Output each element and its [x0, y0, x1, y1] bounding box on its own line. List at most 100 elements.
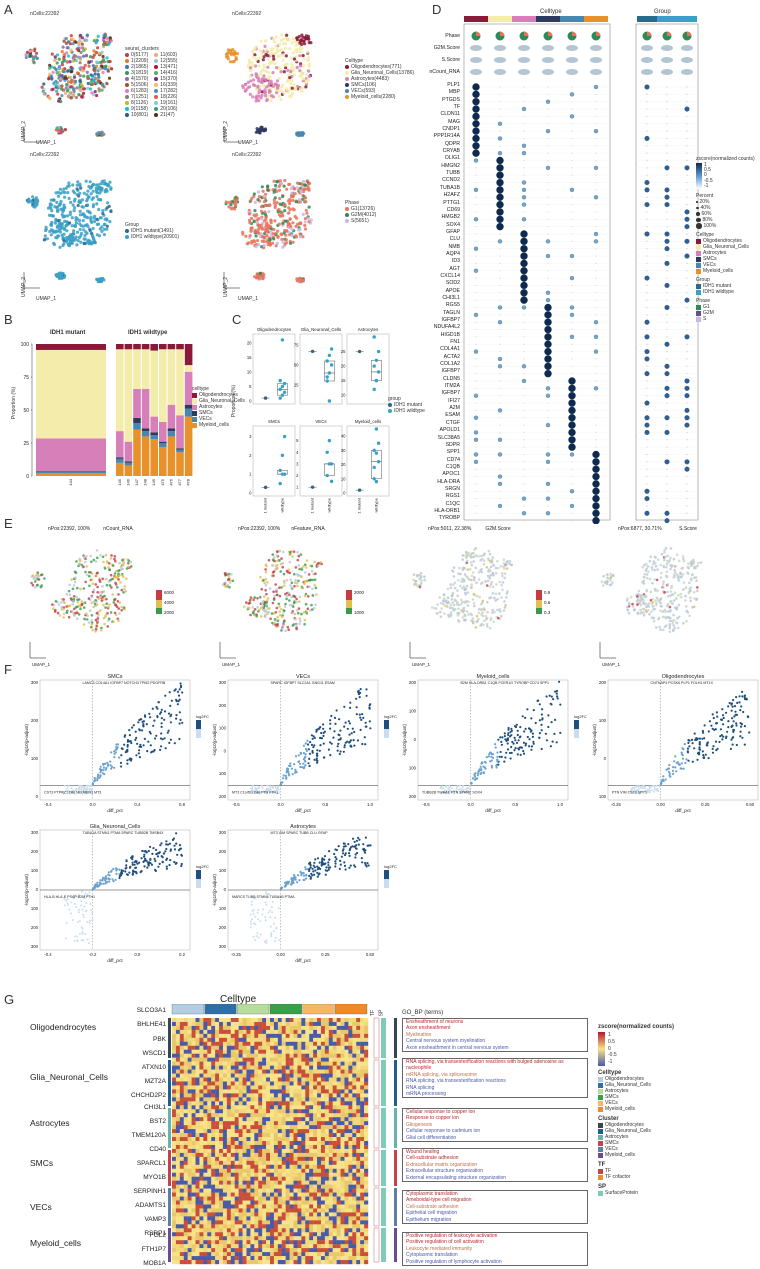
- f-point-up: [480, 768, 483, 771]
- d-expression-dot: [571, 461, 573, 463]
- e-cell-dot: [660, 571, 663, 575]
- panel-b-ytick: 0: [26, 474, 29, 480]
- f-point-up: [363, 736, 366, 739]
- f-point-up: [477, 772, 480, 775]
- umap-cell-dot: [291, 240, 295, 244]
- umap-cell-dot: [55, 61, 59, 65]
- f-point-up: [532, 742, 535, 745]
- panel-c-point-wildtype: [278, 387, 282, 392]
- f-point-up: [163, 710, 167, 713]
- e-cell-dot: [639, 612, 642, 615]
- umap-cell-dot: [248, 92, 252, 96]
- f-ytick: 200: [219, 703, 227, 708]
- cluster-legend-swatch: [125, 71, 129, 75]
- d-gene-label: ACTA2: [443, 353, 460, 360]
- d-expression-dot: [595, 328, 597, 331]
- umap-cell-dot: [102, 42, 106, 47]
- d-expression-dot: [523, 86, 525, 88]
- d-expression-dot: [684, 393, 690, 399]
- umap-cell-dot: [65, 235, 69, 240]
- e-cell-dot: [467, 613, 470, 616]
- e-cell-dot: [88, 574, 91, 578]
- umap-plot-2: [223, 33, 313, 143]
- f-point-up: [349, 706, 352, 709]
- umap-cell-dot: [260, 52, 264, 56]
- e-cell-dot: [295, 627, 298, 631]
- umap-cell-dot: [248, 68, 252, 72]
- umap-cell-dot: [27, 197, 31, 201]
- e-cell-dot: [118, 601, 122, 604]
- umap-cell-dot: [261, 189, 265, 193]
- d-expression-dot: [523, 226, 525, 228]
- d-expression-dot: [686, 519, 688, 522]
- panel-c-xtick: IDH1 wildtype: [326, 497, 331, 514]
- f-point-up: [329, 722, 332, 725]
- e-plot-title: nPos:6877, 30.71%: [618, 526, 662, 532]
- d-expression-dot: [664, 415, 670, 421]
- umap-cell-dot: [298, 69, 302, 73]
- e-cell-dot: [505, 592, 509, 595]
- e-cell-dot: [465, 584, 469, 588]
- umap-cell-dot: [108, 36, 112, 40]
- panel-b-bar-segment: [159, 421, 167, 442]
- e-cell-dot: [448, 606, 452, 609]
- d-score-violin: [661, 69, 673, 75]
- e-cell-dot: [500, 572, 504, 575]
- umap-cell-dot: [261, 221, 265, 225]
- f-point-up: [534, 721, 537, 725]
- e-cell-dot: [70, 598, 73, 601]
- f-point-up: [491, 756, 495, 759]
- f-point-down: [277, 792, 280, 795]
- e-xlabel: UMAP_1: [602, 662, 621, 667]
- umap-cell-dot: [68, 42, 72, 46]
- umap-cell-dot: [262, 194, 266, 198]
- umap-cell-dot: [63, 127, 67, 132]
- e-cell-dot: [489, 616, 493, 620]
- umap-cell-dot: [95, 194, 99, 199]
- umap-cell-dot: [250, 196, 254, 200]
- umap-cell-dot: [290, 41, 294, 45]
- umap-cell-dot: [26, 200, 30, 204]
- e-cell-dot: [470, 574, 474, 578]
- e-cell-dot: [665, 559, 669, 563]
- e-cell-dot: [631, 602, 634, 606]
- d-expression-dot: [646, 453, 648, 456]
- cluster-legend-swatch: [125, 53, 129, 57]
- e-plot-name: G2M.Score: [485, 526, 511, 532]
- panel-b-title-wildtype: IDH1 wildtype: [128, 330, 168, 336]
- panel-b-xtick: GSM4202145: [117, 478, 122, 486]
- e-cell-dot: [415, 574, 419, 577]
- e-cell-dot: [654, 565, 658, 568]
- umap-cell-dot: [276, 210, 280, 214]
- f-xlabel: diff_pct: [485, 808, 501, 814]
- panel-c-subplot-frame: [346, 333, 390, 405]
- e-cell-dot: [688, 587, 691, 591]
- d-phase-pie-slice: [524, 31, 529, 36]
- d-expression-dot: [473, 452, 479, 457]
- e-cell-dot: [109, 557, 113, 560]
- d-expression-dot: [547, 431, 549, 434]
- umap3-xlabel: UMAP_1: [36, 296, 57, 302]
- panel-letter-b: B: [4, 312, 13, 327]
- umap-cell-dot: [68, 242, 72, 246]
- f-point-up: [168, 741, 171, 744]
- umap-cell-dot: [72, 94, 76, 98]
- panel-b-xtick: GSM4202148: [143, 478, 148, 486]
- umap-cell-dot: [290, 227, 294, 231]
- d-expression-dot: [523, 343, 525, 345]
- e-cell-dot: [439, 615, 443, 618]
- d-expression-dot: [593, 239, 599, 244]
- umap-cell-dot: [57, 84, 61, 88]
- d-expression-dot: [496, 164, 504, 172]
- f-point-up: [500, 743, 503, 746]
- panel-c-point-wildtype: [376, 370, 381, 374]
- f-point-down: [87, 791, 90, 794]
- umap-cell-dot: [281, 240, 285, 244]
- umap-cell-dot: [307, 74, 312, 78]
- d-celltype-legend-label: Astrocytes: [703, 250, 727, 257]
- umap-cell-dot: [299, 71, 304, 75]
- f-point-up: [339, 729, 342, 732]
- e-cell-dot: [311, 608, 314, 611]
- e-cell-dot: [693, 576, 696, 579]
- e-cell-dot: [608, 583, 612, 587]
